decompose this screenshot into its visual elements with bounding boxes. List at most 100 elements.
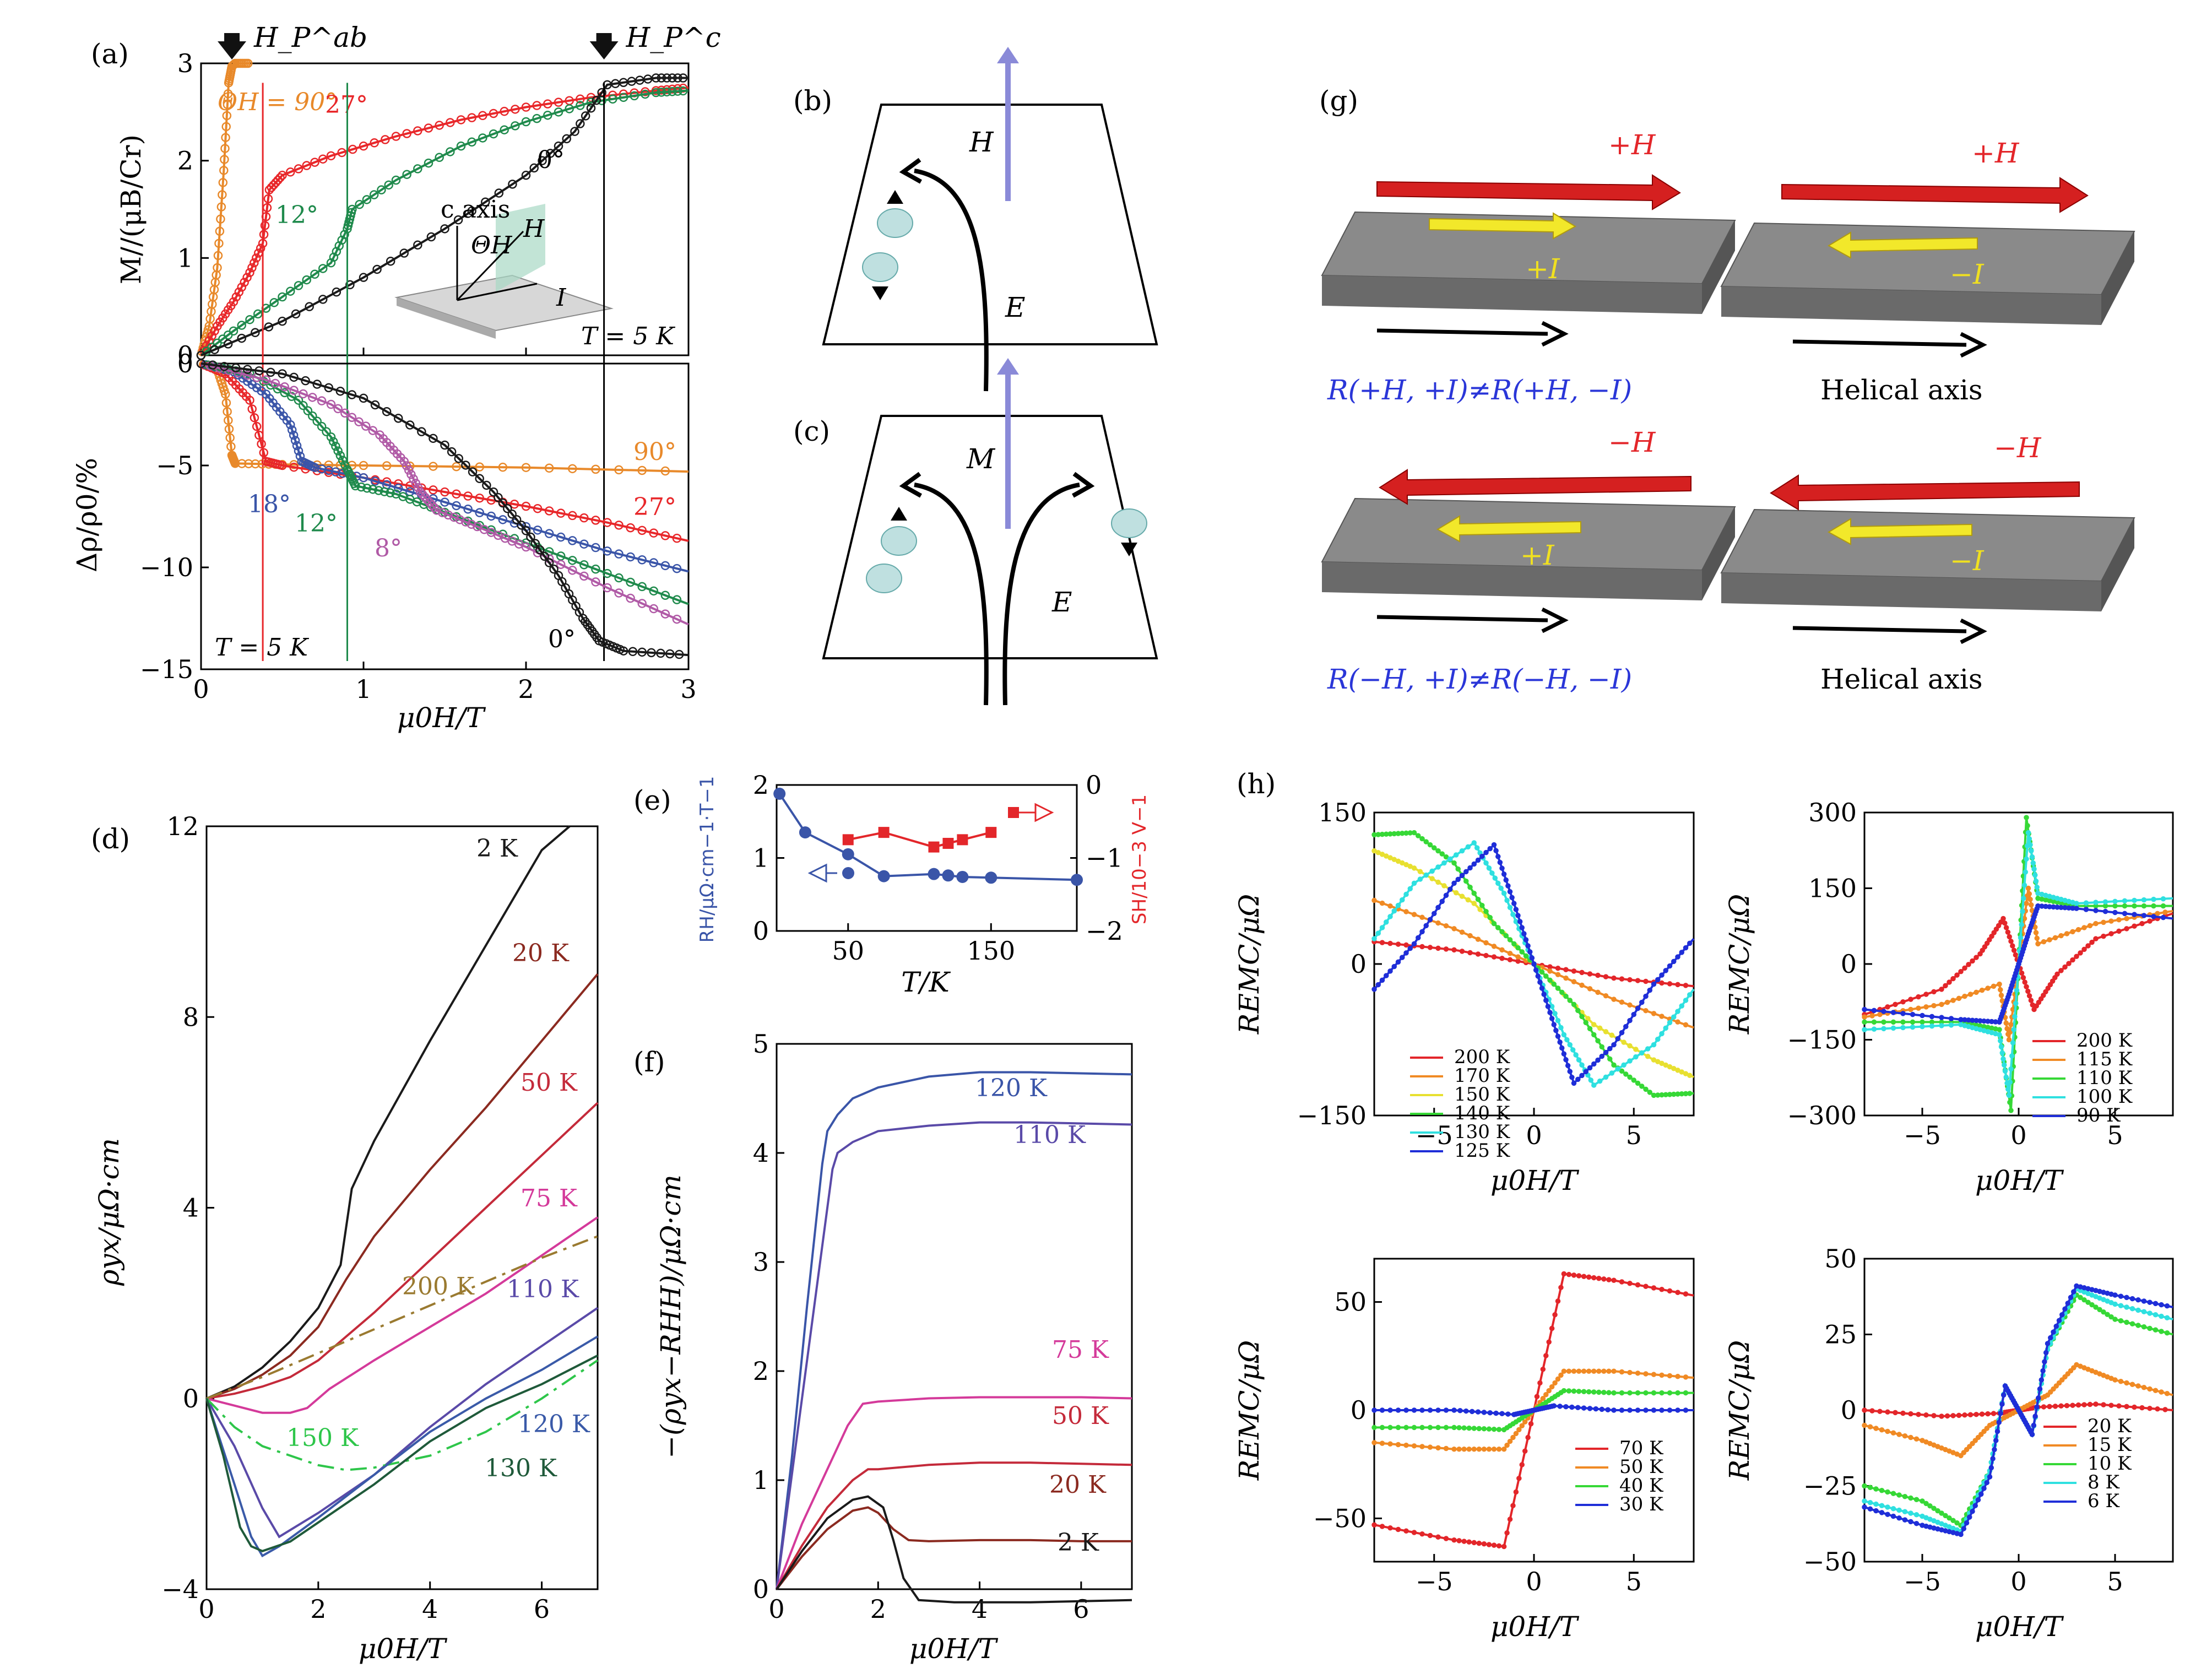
data-point bbox=[1908, 1495, 1913, 1501]
data-point bbox=[1505, 883, 1511, 889]
data-point bbox=[2093, 1401, 2099, 1407]
data-point bbox=[2132, 912, 2137, 917]
data-point bbox=[286, 420, 295, 430]
data-point bbox=[213, 251, 223, 261]
data-point bbox=[456, 115, 466, 124]
data-point bbox=[1611, 1407, 1617, 1413]
data-point bbox=[1603, 1074, 1609, 1080]
data-point bbox=[1443, 1425, 1449, 1431]
data-point bbox=[2074, 901, 2079, 906]
data-point bbox=[1583, 1069, 1588, 1075]
inset-label: ΘH bbox=[471, 231, 513, 259]
data-point bbox=[1443, 923, 1449, 929]
series-line bbox=[848, 831, 991, 848]
legend-label: 20 K bbox=[2088, 1415, 2132, 1437]
data-point bbox=[1495, 925, 1501, 930]
data-point bbox=[1563, 1404, 1569, 1410]
data-point bbox=[440, 440, 449, 450]
data-point bbox=[1515, 958, 1521, 964]
data-point bbox=[455, 515, 465, 524]
y-tick-label: −10 bbox=[140, 553, 193, 582]
data-point bbox=[1591, 1275, 1597, 1281]
data-point bbox=[1486, 1426, 1492, 1432]
y-tick-label: 3 bbox=[177, 48, 193, 78]
data-point bbox=[1967, 992, 1974, 997]
electron-path bbox=[914, 169, 989, 392]
data-point bbox=[1451, 1407, 1457, 1413]
data-point bbox=[1683, 998, 1689, 1003]
panel-label: (g) bbox=[1319, 85, 1358, 117]
data-point bbox=[1931, 1003, 1937, 1009]
data-point bbox=[1939, 1413, 1944, 1419]
data-point bbox=[533, 526, 543, 535]
data-point bbox=[508, 180, 517, 189]
y-tick-label: 5 bbox=[753, 1029, 769, 1059]
data-point bbox=[1910, 1019, 1916, 1025]
data-point bbox=[1403, 950, 1409, 956]
diagram-label: +I bbox=[1526, 253, 1560, 285]
data-point bbox=[2155, 1406, 2160, 1412]
data-point bbox=[2042, 1359, 2047, 1364]
data-point bbox=[1890, 1430, 1896, 1436]
electron-path bbox=[1002, 483, 1080, 706]
data-point bbox=[1507, 905, 1513, 911]
x-axis-label: μ0H/T bbox=[1975, 1611, 2064, 1643]
data-point bbox=[424, 158, 433, 168]
data-point bbox=[1972, 1503, 1978, 1508]
data-point bbox=[1667, 1064, 1673, 1070]
data-point bbox=[543, 99, 552, 109]
data-point bbox=[2000, 916, 2006, 922]
data-point bbox=[2010, 1040, 2016, 1046]
data-point bbox=[1423, 923, 1429, 929]
data-point bbox=[406, 470, 416, 479]
data-point bbox=[1529, 955, 1535, 961]
data-point bbox=[1982, 944, 1988, 950]
data-point bbox=[1627, 977, 1633, 983]
data-point bbox=[1416, 833, 1421, 838]
data-point bbox=[1549, 1325, 1555, 1331]
data-point bbox=[1896, 1432, 1902, 1437]
data-point bbox=[1643, 993, 1649, 999]
data-point bbox=[237, 333, 246, 343]
data-point bbox=[1869, 1013, 1875, 1019]
data-point bbox=[2102, 908, 2108, 914]
data-point bbox=[1989, 933, 1994, 939]
data-point bbox=[1507, 1438, 1513, 1444]
data-point bbox=[1411, 941, 1417, 947]
data-point bbox=[1453, 890, 1459, 896]
data-point bbox=[1476, 1446, 1482, 1452]
data-point bbox=[2071, 1289, 2077, 1295]
data-point bbox=[224, 424, 234, 434]
data-point bbox=[521, 170, 531, 180]
data-point bbox=[1563, 1057, 1569, 1063]
data-point bbox=[1916, 1005, 1921, 1011]
data-point bbox=[1525, 1434, 1531, 1440]
data-point bbox=[1435, 945, 1441, 951]
data-point bbox=[1867, 1500, 1873, 1505]
data-point bbox=[1663, 1092, 1668, 1097]
data-point bbox=[1515, 913, 1521, 918]
data-point bbox=[2038, 1377, 2045, 1383]
y-tick-label: −150 bbox=[1297, 1101, 1367, 1130]
data-point bbox=[1950, 1518, 1956, 1523]
data-point bbox=[1553, 1027, 1559, 1033]
data-point bbox=[1507, 889, 1513, 895]
data-point bbox=[1573, 1052, 1579, 1058]
data-point bbox=[1943, 1513, 1948, 1519]
data-point bbox=[1387, 903, 1393, 909]
data-point bbox=[1493, 1410, 1499, 1416]
data-point bbox=[1549, 1004, 1555, 1009]
data-point bbox=[2141, 1298, 2147, 1304]
data-point bbox=[1387, 914, 1393, 919]
x-tick-label: 2 bbox=[518, 674, 534, 704]
data-point bbox=[1456, 1446, 1462, 1452]
data-point bbox=[2122, 898, 2128, 904]
series-label: 130 K bbox=[485, 1454, 557, 1482]
data-point bbox=[223, 89, 233, 99]
data-point bbox=[544, 547, 554, 556]
data-point bbox=[1873, 1426, 1879, 1431]
data-point bbox=[1400, 897, 1405, 903]
data-point bbox=[1948, 1022, 1954, 1028]
series-line bbox=[205, 1355, 598, 1552]
data-point bbox=[1651, 1390, 1657, 1396]
